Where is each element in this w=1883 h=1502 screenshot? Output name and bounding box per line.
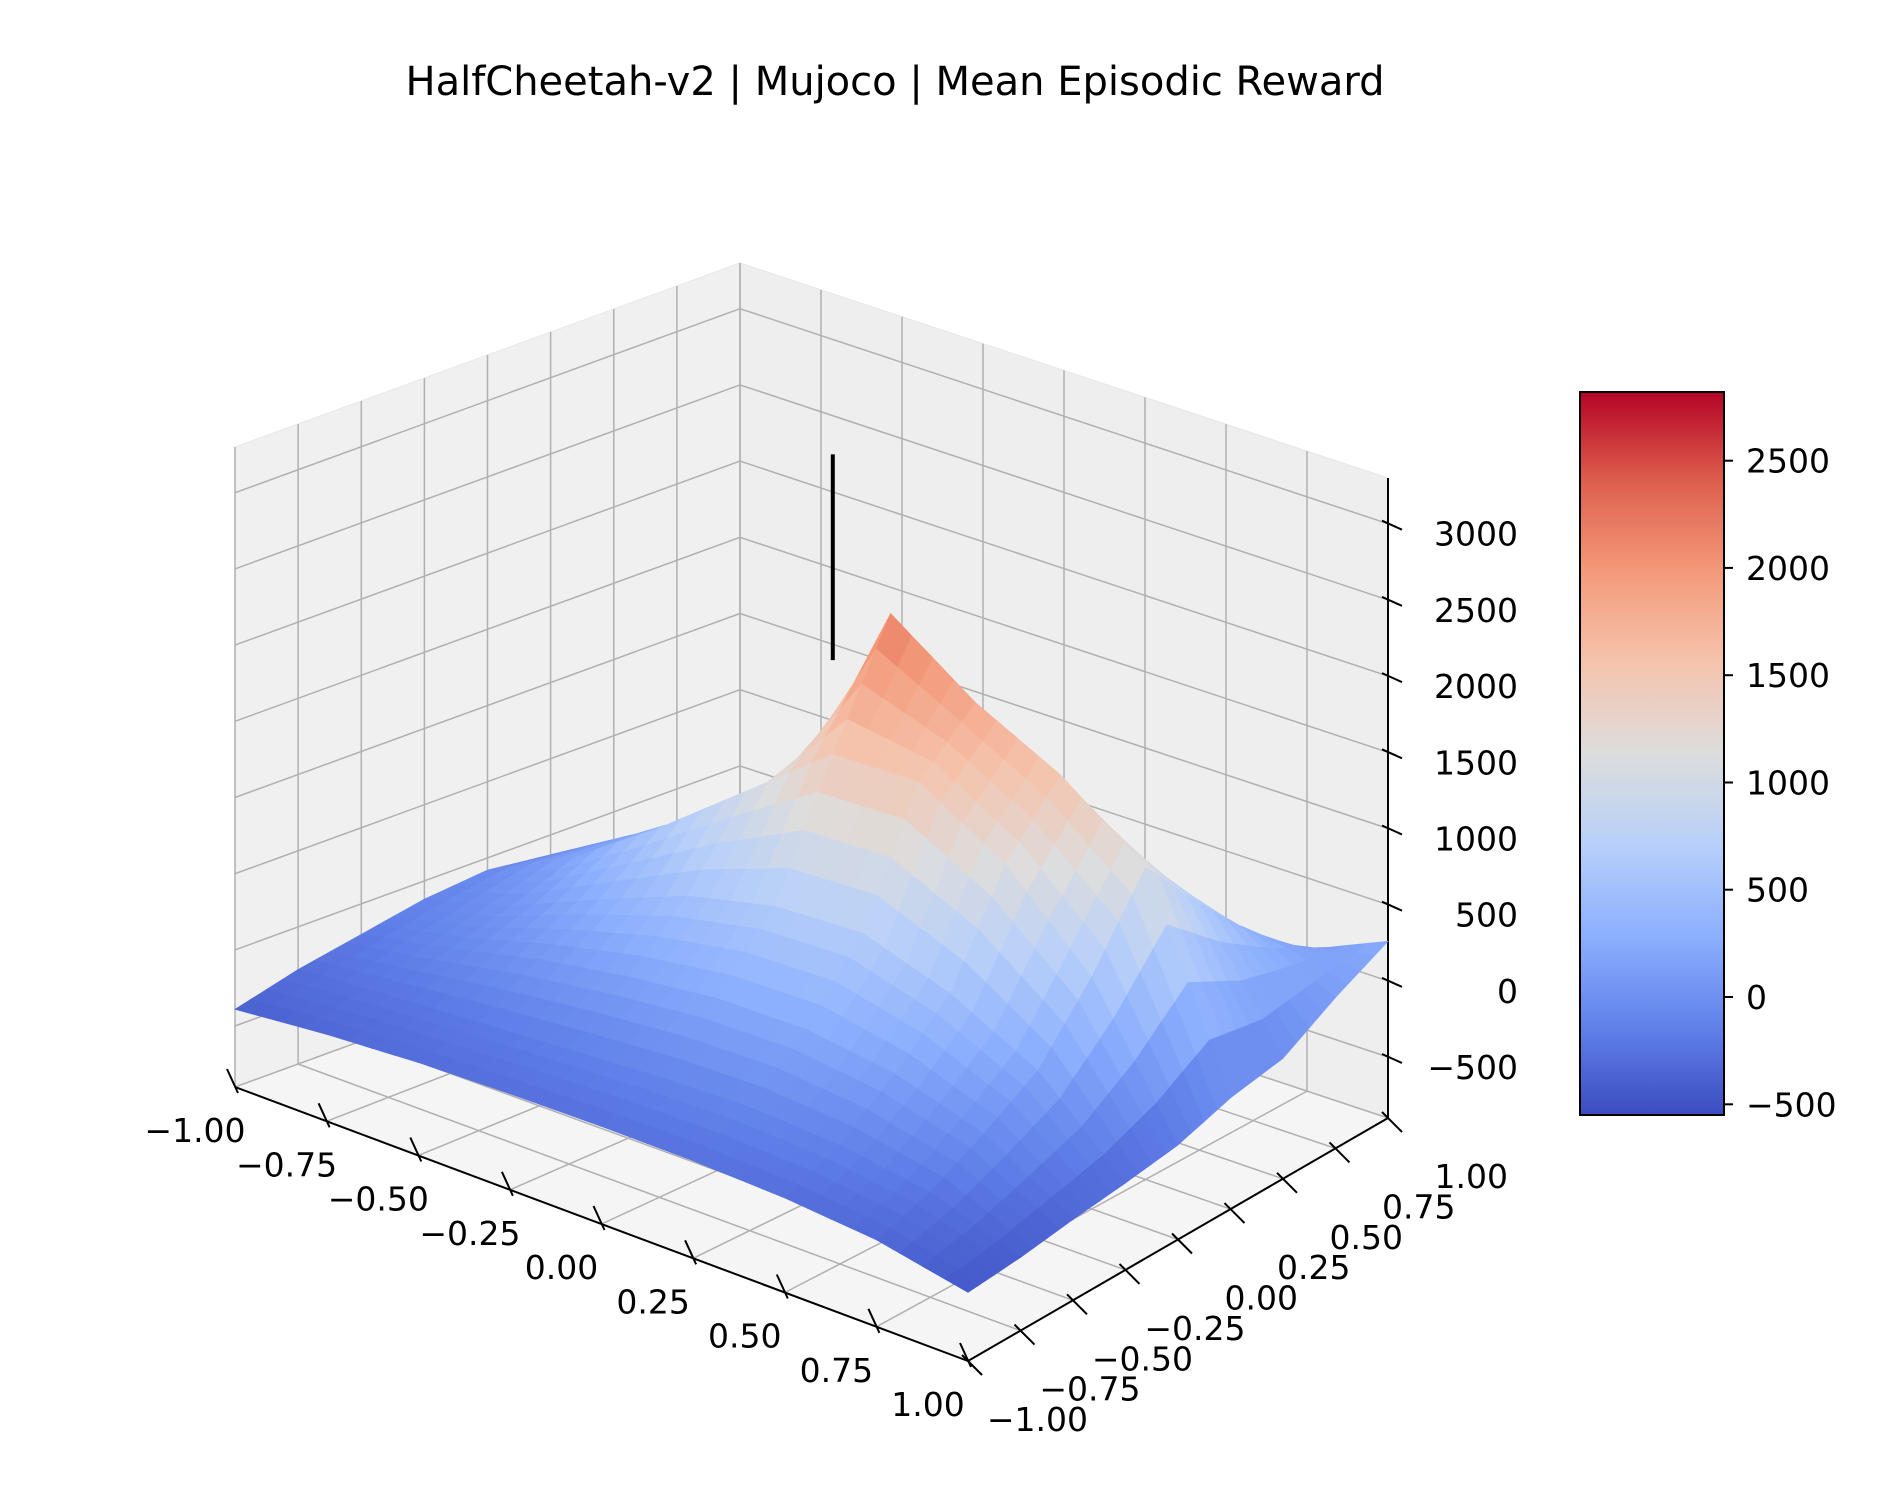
x-axis-ticks: −1.00−0.75−0.50−0.250.00 0.25 0.50 0.75 1.00 [144,1068,972,1424]
z-tick-label: 2500 [1434,591,1518,630]
z-tick-label: 500 [1455,896,1518,935]
z-tick-label: 0 [1497,972,1518,1011]
grid-line [234,612,741,799]
z-tick-mark [1381,519,1403,531]
y-tick-label: −0.50 [1092,1339,1193,1378]
x-tick-label: −0.50 [328,1180,429,1219]
x-tick-mark [500,1171,514,1197]
z-tick-mark [1381,672,1403,684]
z-tick-mark [1381,748,1403,760]
x-tick-mark [684,1239,698,1265]
z-tick-label: 1500 [1434,743,1518,782]
colorbar: −500 0 500 1000 1500 2000 2500 [1579,391,1837,1124]
y-tick-mark [1013,1323,1036,1346]
x-tick-mark [226,1068,239,1094]
z-tick-mark [1381,900,1403,912]
grid-line [297,1063,1021,1332]
x-tick-label: −0.25 [419,1214,520,1253]
chart-title: HalfCheetah-v2 | Mujoco | Mean Episodic … [405,59,1384,105]
y-tick-mark [961,1354,983,1376]
y-tick-mark [1276,1172,1298,1194]
z-tick-label: 3000 [1434,515,1518,554]
z-tick-label: −500 [1427,1048,1518,1087]
colorbar-tick-label: 0 [1746,978,1767,1017]
x-tick-label: 0.00 [525,1248,598,1287]
y-tick-mark [1381,1111,1403,1133]
y-tick-label: 0.75 [1382,1187,1455,1226]
z-tick-label: 2000 [1434,667,1518,706]
z-tick-mark [1381,1053,1403,1064]
grid-line [739,460,1389,677]
z-tick-mark [1381,976,1403,988]
z-tick-mark [1381,595,1403,607]
y-tick-label: −0.25 [1144,1309,1245,1348]
grid-line [739,307,1389,525]
y-tick-mark [1118,1263,1141,1285]
colorbar-tick-label: −500 [1746,1085,1837,1124]
z-axis-ticks: −500 0 500 1000 1500 2000 2500 3000 [1381,515,1518,1087]
y-tick-mark [1328,1141,1351,1164]
colorbar-tick-label: 2000 [1746,549,1830,588]
y-tick-mark [1066,1293,1088,1316]
grid-line [234,384,741,570]
surface-patch [944,1269,982,1293]
y-tick-label: −0.75 [1039,1370,1140,1409]
y-tick-label: 0.25 [1277,1248,1350,1287]
x-tick-mark [409,1137,423,1162]
x-tick-label: −0.75 [236,1145,337,1184]
x-tick-label: 0.75 [800,1351,873,1390]
x-tick-mark [775,1274,789,1299]
colorbar-tick-label: 500 [1746,871,1809,910]
grid-line [234,536,741,723]
y-tick-label: −1.00 [987,1400,1088,1439]
colorbar-tick-label: 1500 [1746,656,1830,695]
y-tick-mark [1171,1232,1193,1255]
x-tick-mark [867,1308,881,1334]
z-tick-label: 1000 [1434,820,1518,859]
y-tick-label: 0.00 [1225,1279,1298,1318]
grid-line [234,307,741,494]
colorbar-gradient [1579,391,1725,1116]
y-tick-mark [1223,1202,1246,1224]
z-tick-mark [1381,824,1403,836]
colorbar-tick-label: 2500 [1746,442,1830,481]
x-tick-label: −1.00 [144,1111,245,1150]
surface-mesh [234,612,1389,1293]
grid-line [234,460,741,646]
y-axis-ticks: −1.00−0.75−0.50−0.250.000.250.500.751.00 [961,1111,1508,1439]
y-tick-label: 1.00 [1435,1157,1508,1196]
y-tick-label: 0.50 [1330,1218,1403,1257]
x-tick-label: 0.50 [708,1317,781,1356]
grid-line [739,384,1389,601]
grid-line [739,536,1389,754]
x-tick-label: 1.00 [891,1385,964,1424]
colorbar-tick-label: 1000 [1746,764,1830,803]
x-tick-label: 0.25 [616,1282,689,1321]
grid-line [739,612,1389,830]
x-tick-mark [592,1205,606,1231]
grid-line [234,765,741,951]
grid-line [234,688,741,875]
x-tick-mark [317,1102,331,1128]
